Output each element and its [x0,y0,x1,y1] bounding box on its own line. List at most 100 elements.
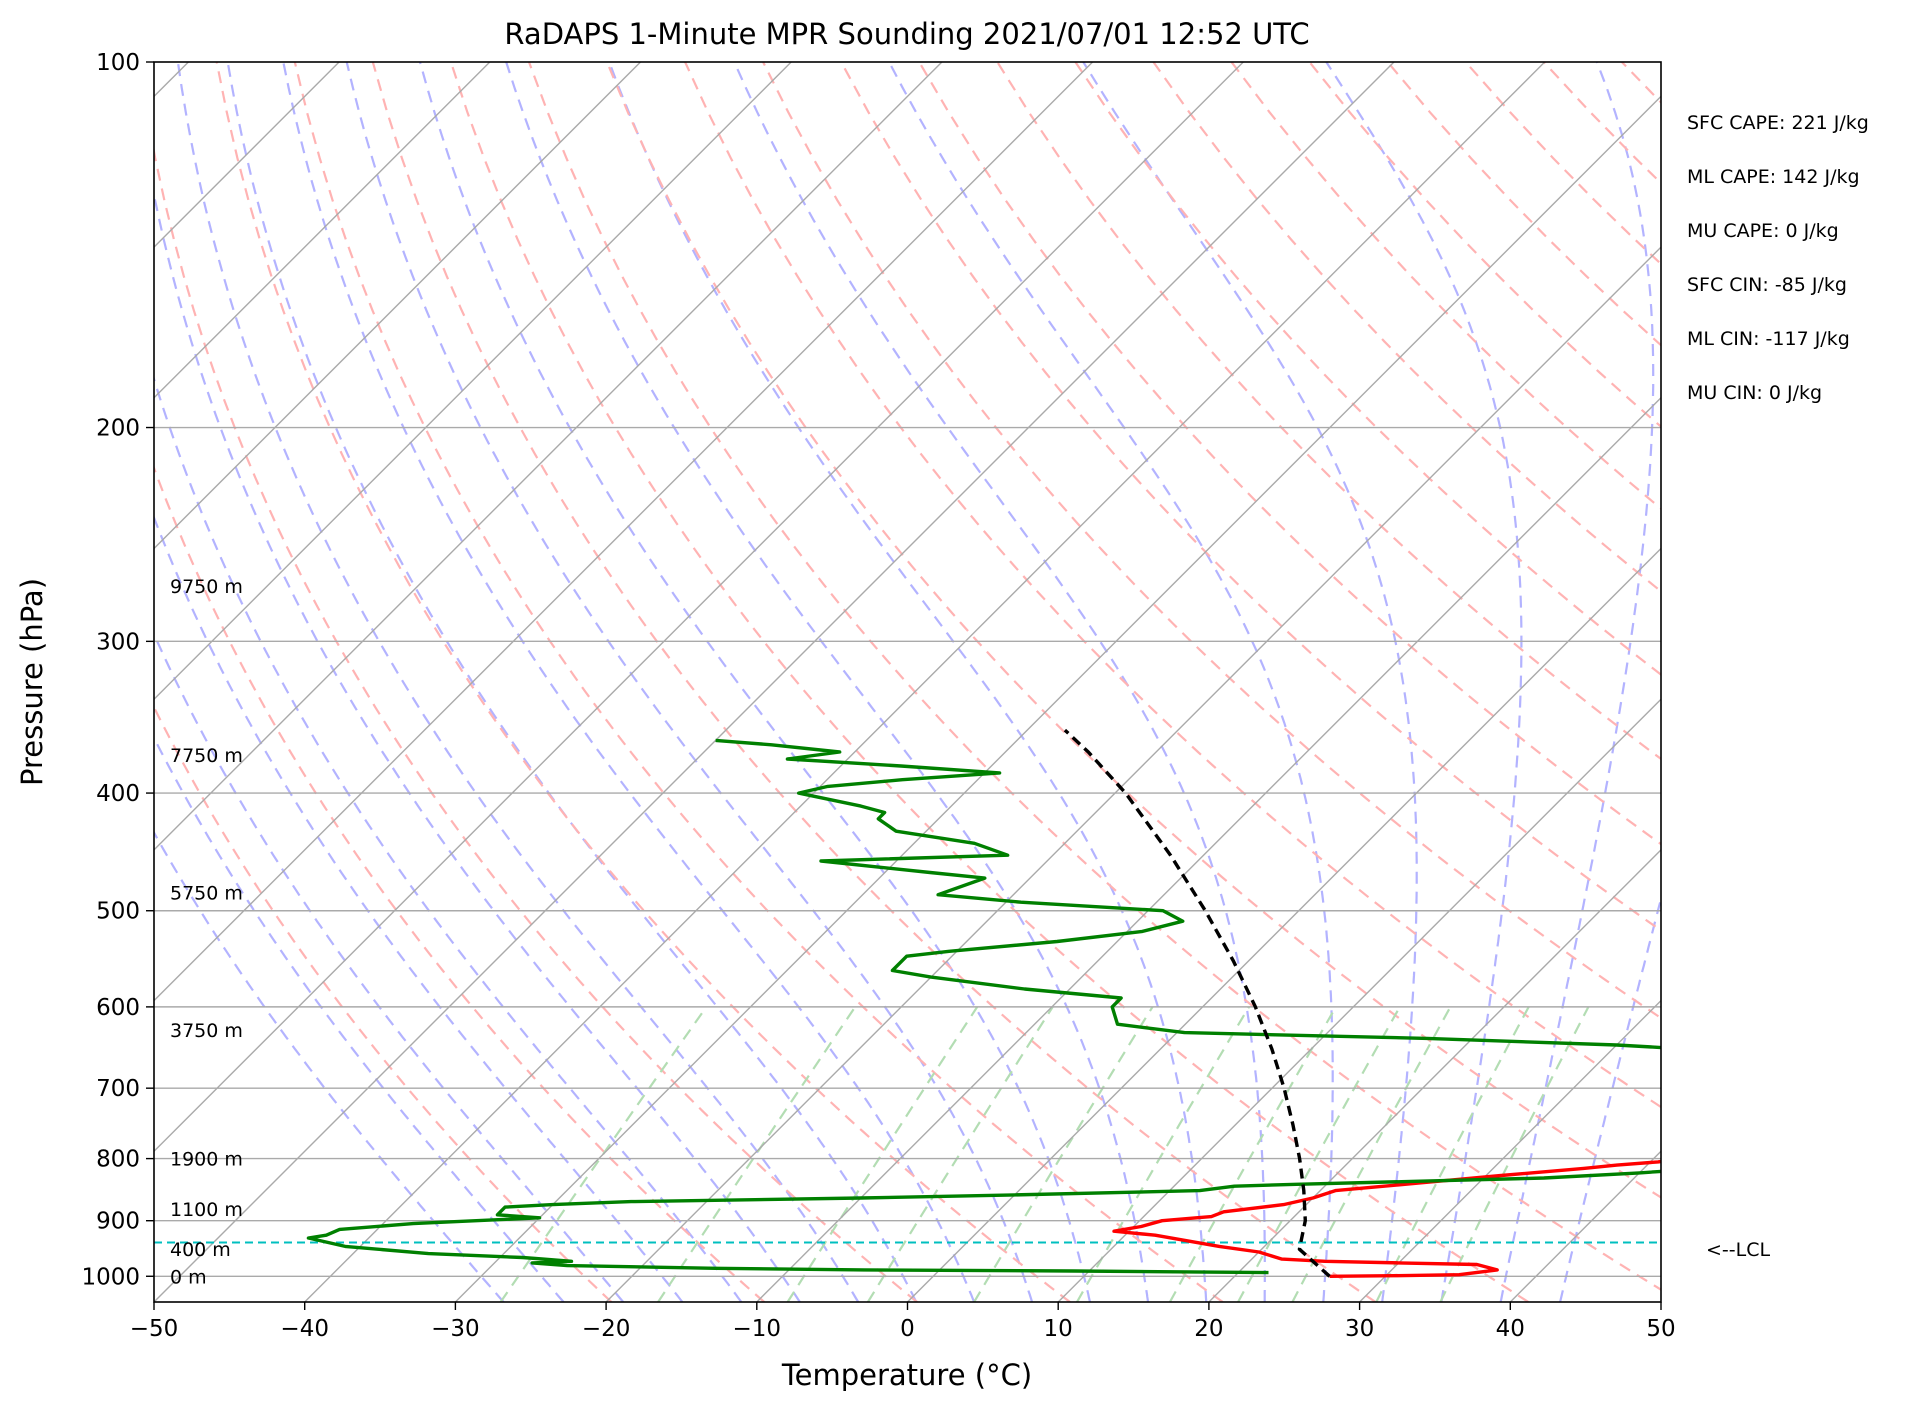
isotherm-line [454,95,1661,1302]
moist-adiabat-line [154,830,505,1302]
x-tick-label: 50 [1646,1316,1675,1342]
moist-adiabat-line [1325,62,1523,1302]
height-label: 1900 m [170,1149,243,1171]
dry-adiabat-line [684,62,1661,1109]
dry-adiabat-line [154,464,766,1302]
stability-index-label: SFC CAPE: 221 J/kg [1687,112,1869,134]
y-tick-label: 700 [96,1076,140,1102]
moist-adiabat-line [154,514,684,1302]
height-labels: 9750 m 7750 m 5750 m 3750 m 1900 m 1100 m 400 … [170,576,243,1288]
mixing-ratio-line [973,1006,1154,1302]
dry-adiabat-line [527,62,1661,1291]
stability-index-label: MU CIN: 0 J/kg [1687,382,1822,404]
moist-adiabat-line [154,735,565,1302]
isotherm-line [154,62,792,701]
moist-adiabat-line [418,62,1092,1302]
moist-adiabat-line [345,62,1034,1302]
y-tick-label: 100 [96,50,140,76]
mixing-ratio-line [657,1006,857,1302]
mixing-ratio-line [786,1006,979,1302]
isotherm-line [907,547,1661,1302]
x-tick-label: −10 [733,1316,782,1342]
moist-adiabat-line [1082,62,1418,1302]
height-label: 3750 m [170,1020,243,1042]
stability-index-label: ML CAPE: 142 J/kg [1687,166,1860,188]
moist-adiabat-line [1559,894,1661,1302]
moist-adiabat-line [888,62,1334,1302]
height-label: 5750 m [170,882,243,904]
moist-adiabat-line [733,62,1266,1302]
isotherm-line [154,62,641,550]
y-axis-title: Pressure (hPa) [15,578,49,786]
x-axis-title: Temperature (°C) [781,1358,1032,1392]
isotherm-line [605,246,1661,1302]
isotherm-line [154,62,1094,1002]
y-tick-label: 500 [96,899,140,925]
mixing-ratio-line [1168,1006,1337,1302]
moist-adiabat-line [505,62,1150,1302]
moist-adiabat-line [154,189,801,1302]
x-tick-label: −40 [280,1316,329,1342]
x-axis: −50 −40 −30 −20 −10 0 10 20 30 40 50 [130,1302,1676,1342]
stability-index-label: ML CIN: -117 J/kg [1687,328,1850,350]
moist-adiabat-line [608,62,1208,1302]
dry-adiabat-line [215,62,1071,1302]
height-label: 9750 m [170,576,243,598]
mixing-ratio-line [499,1006,708,1302]
lcl-label: <--LCL [1706,1239,1770,1261]
profile-lines [306,728,1661,1278]
moist-adiabat-line [176,62,860,1302]
dry-adiabat-line [762,62,1661,1020]
y-tick-label: 600 [96,995,140,1021]
x-tick-label: −20 [582,1316,631,1342]
stability-index-label: MU CAPE: 0 J/kg [1687,220,1839,242]
stability-indices: SFC CAPE: 221 J/kg ML CAPE: 142 J/kg MU CA… [1687,112,1869,404]
isotherm-line [154,62,1395,1302]
y-tick-label: 800 [96,1147,140,1173]
mixing-ratio-line [866,1006,1054,1302]
x-tick-label: 20 [1194,1316,1223,1342]
isotherm-line [154,62,943,851]
dry-adiabat-line [1152,62,1661,593]
isotherm-line [756,396,1661,1302]
mixing-ratio-line [1237,1006,1401,1302]
height-label: 1100 m [170,1199,243,1221]
dry-adiabat-line [840,62,1661,932]
y-tick-label: 400 [96,781,140,807]
mixing-ratio-line [1076,1006,1250,1302]
height-label: 7750 m [170,745,243,767]
dry-adiabat-line [293,62,1224,1302]
isotherm-line [1057,698,1661,1302]
x-tick-label: −50 [130,1316,179,1342]
y-tick-label: 1000 [81,1264,140,1290]
moist-adiabats [154,62,1661,1302]
isotherm-gridlines [154,62,1661,1302]
moist-adiabat-line [154,631,625,1302]
dry-adiabat-line [605,62,1661,1199]
dry-adiabat-line [371,62,1377,1302]
chart-title: RaDAPS 1-Minute MPR Sounding 2021/07/01 … [504,17,1309,51]
dry-adiabats [154,62,1661,1302]
moist-adiabat-line [1499,62,1655,1302]
dewpoint-profile-line [306,738,1661,1275]
x-tick-label: 40 [1496,1316,1525,1342]
plot-area [154,62,1661,1302]
moist-adiabat-line [226,62,918,1302]
isotherm-line [154,62,491,399]
height-label: 400 m [170,1239,231,1261]
y-tick-label: 200 [96,416,140,442]
temperature-profile-line [1112,1159,1661,1278]
height-label: 0 m [170,1266,207,1288]
y-axis: 100 200 300 400 500 600 700 800 900 1000 [81,50,154,1290]
stability-index-label: SFC CIN: -85 J/kg [1687,274,1847,296]
isotherm-line [154,62,1244,1153]
x-tick-label: 10 [1044,1316,1073,1342]
dry-adiabat-line [154,145,918,1302]
parcel-profile-line [1063,728,1331,1278]
isotherm-line [1359,999,1661,1302]
isotherm-line [304,62,1546,1302]
y-tick-label: 900 [96,1209,140,1235]
isotherm-line [1208,848,1661,1302]
